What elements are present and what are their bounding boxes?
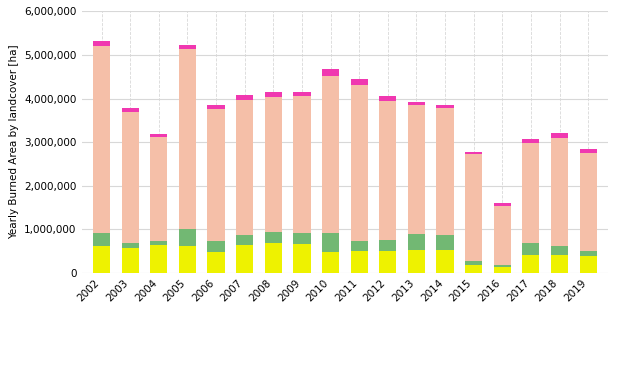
Bar bbox=[122, 248, 139, 273]
Bar bbox=[322, 69, 339, 76]
Bar bbox=[150, 134, 167, 137]
Bar bbox=[293, 96, 310, 233]
Bar bbox=[179, 49, 196, 229]
Bar bbox=[93, 46, 110, 233]
Bar bbox=[579, 251, 597, 256]
Bar bbox=[408, 105, 425, 234]
Bar bbox=[322, 76, 339, 233]
Bar bbox=[436, 105, 453, 108]
Bar bbox=[208, 241, 224, 252]
Bar bbox=[265, 232, 282, 243]
Bar bbox=[493, 267, 511, 273]
Bar bbox=[579, 153, 597, 251]
Bar bbox=[208, 105, 224, 108]
Bar bbox=[293, 92, 310, 96]
Bar bbox=[236, 235, 253, 245]
Bar bbox=[579, 256, 597, 273]
Bar bbox=[236, 100, 253, 235]
Bar bbox=[522, 143, 539, 243]
Bar bbox=[579, 149, 597, 153]
Bar bbox=[465, 152, 482, 154]
Bar bbox=[236, 245, 253, 273]
Bar bbox=[493, 203, 511, 206]
Bar bbox=[350, 251, 368, 273]
Bar bbox=[322, 233, 339, 252]
Bar bbox=[493, 265, 511, 267]
Bar bbox=[551, 138, 568, 246]
Bar bbox=[208, 252, 224, 273]
Bar bbox=[522, 139, 539, 143]
Bar bbox=[379, 251, 396, 273]
Bar bbox=[551, 246, 568, 255]
Bar bbox=[236, 95, 253, 100]
Bar bbox=[465, 154, 482, 261]
Bar bbox=[408, 102, 425, 105]
Bar bbox=[379, 96, 396, 101]
Bar bbox=[465, 261, 482, 265]
Bar bbox=[522, 255, 539, 273]
Bar bbox=[522, 243, 539, 255]
Bar bbox=[265, 92, 282, 97]
Bar bbox=[293, 233, 310, 244]
Bar bbox=[379, 240, 396, 251]
Bar bbox=[179, 246, 196, 273]
Bar bbox=[436, 235, 453, 250]
Bar bbox=[265, 97, 282, 232]
Bar bbox=[436, 108, 453, 235]
Bar bbox=[293, 244, 310, 273]
Bar bbox=[551, 255, 568, 273]
Bar bbox=[150, 137, 167, 241]
Bar bbox=[150, 241, 167, 245]
Bar bbox=[379, 101, 396, 240]
Bar bbox=[322, 252, 339, 273]
Bar bbox=[350, 241, 368, 251]
Bar bbox=[265, 243, 282, 273]
Bar bbox=[350, 85, 368, 241]
Bar bbox=[122, 111, 139, 243]
Bar bbox=[93, 233, 110, 246]
Bar bbox=[408, 250, 425, 273]
Bar bbox=[93, 41, 110, 46]
Bar bbox=[465, 265, 482, 273]
Bar bbox=[179, 229, 196, 246]
Legend: Cropland, Forest, Grass/shrubland, Other: Cropland, Forest, Grass/shrubland, Other bbox=[191, 378, 498, 379]
Bar bbox=[179, 45, 196, 49]
Bar bbox=[93, 246, 110, 273]
Y-axis label: Yearly Burned Area by landcover [ha]: Yearly Burned Area by landcover [ha] bbox=[9, 45, 19, 240]
Bar bbox=[551, 133, 568, 138]
Bar bbox=[350, 79, 368, 85]
Bar bbox=[122, 108, 139, 111]
Bar bbox=[408, 234, 425, 250]
Bar bbox=[150, 245, 167, 273]
Bar bbox=[493, 206, 511, 265]
Bar bbox=[208, 108, 224, 241]
Bar bbox=[436, 250, 453, 273]
Bar bbox=[122, 243, 139, 248]
